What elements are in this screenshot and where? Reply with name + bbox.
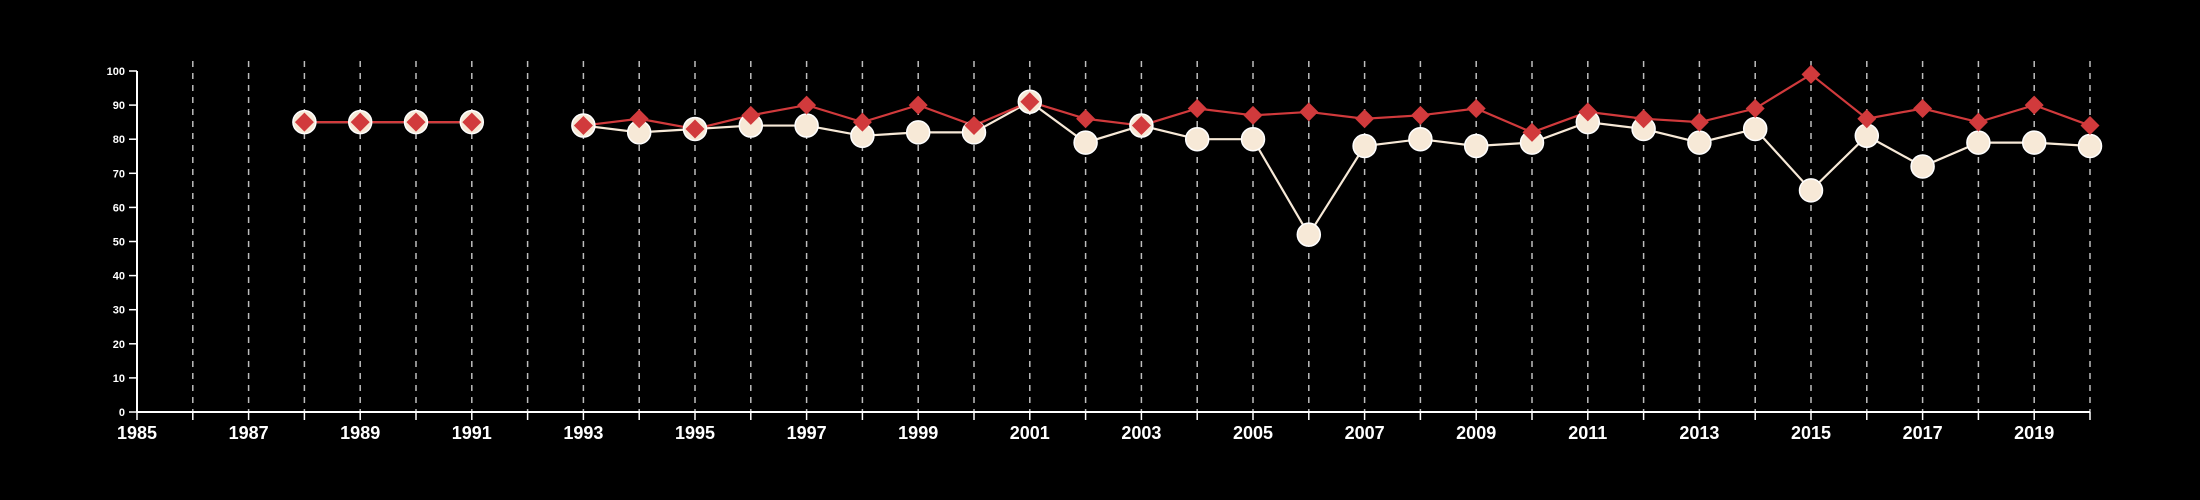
x-tick-label-1995: 1995 (675, 423, 715, 443)
series-diamond-markers (294, 64, 2100, 142)
point-circle-2015 (1798, 178, 1824, 203)
point-circle-1999 (905, 120, 931, 145)
y-tick-label-20: 20 (113, 339, 125, 351)
point-circle-2019 (2021, 130, 2047, 155)
point-diamond-1988 (294, 112, 314, 132)
y-tick-label-100: 100 (107, 66, 125, 78)
x-tick-label-2015: 2015 (1791, 423, 1831, 443)
point-diamond-2000 (964, 116, 984, 136)
series-diamond-line-1 (583, 73, 2091, 134)
x-axis-ticks: 1985 1987 1989 1991 1993 1995 1997 1999 2001 2003… (117, 412, 2091, 443)
x-tick-label-1989: 1989 (340, 423, 380, 443)
point-circle-2008 (1408, 126, 1433, 152)
series-circle-line-1 (583, 100, 2091, 237)
y-tick-label-90: 90 (113, 100, 125, 112)
point-circle-2005 (1240, 126, 1266, 152)
point-diamond-2017 (1913, 99, 1933, 119)
point-circle-2013 (1687, 130, 1712, 155)
x-tick-label-2001: 2001 (1010, 423, 1050, 443)
point-circle-2018 (1966, 130, 1991, 155)
point-diamond-2018 (1968, 112, 1988, 132)
x-tick-label-2011: 2011 (1568, 423, 1607, 443)
x-tick-label-1985: 1985 (117, 423, 157, 443)
y-tick-label-0: 0 (119, 407, 125, 419)
x-tick-label-1999: 1999 (898, 423, 938, 443)
point-diamond-2019 (2024, 95, 2044, 115)
y-tick-label-60: 60 (113, 202, 125, 214)
point-diamond-1989 (350, 112, 370, 132)
point-diamond-2004 (1187, 99, 1207, 119)
y-tick-label-10: 10 (113, 373, 125, 385)
y-tick-label-70: 70 (113, 168, 125, 180)
series-circle-markers (292, 89, 2103, 247)
point-diamond-1998 (852, 112, 872, 132)
x-tick-label-1997: 1997 (787, 423, 827, 443)
point-diamond-2012 (1634, 109, 1654, 129)
point-diamond-2001 (1020, 92, 1040, 112)
y-tick-label-40: 40 (113, 271, 125, 283)
x-tick-label-2017: 2017 (1903, 423, 1943, 443)
point-diamond-2009 (1466, 99, 1486, 119)
series-diamond (304, 73, 2091, 134)
x-tick-label-2003: 2003 (1121, 423, 1161, 443)
point-diamond-2014 (1745, 99, 1765, 119)
point-diamond-2015 (1801, 64, 1821, 84)
point-circle-2006 (1296, 222, 1322, 247)
y-axis-ticks: 0 10 20 30 40 50 60 70 80 90 100 (107, 66, 137, 419)
point-circle-2020 (2077, 133, 2103, 159)
x-tick-label-2013: 2013 (1679, 423, 1719, 443)
point-diamond-1999 (908, 95, 928, 115)
point-circle-2004 (1184, 126, 1210, 152)
point-diamond-1993 (573, 116, 593, 136)
point-circle-2002 (1073, 130, 1098, 155)
point-diamond-1997 (797, 95, 817, 115)
point-diamond-2013 (1689, 112, 1709, 132)
x-tick-label-1991: 1991 (452, 423, 492, 443)
x-tick-label-2009: 2009 (1456, 423, 1496, 443)
point-diamond-1991 (462, 112, 482, 132)
point-diamond-1996 (741, 105, 761, 125)
point-diamond-2007 (1355, 109, 1375, 129)
point-diamond-2003 (1131, 116, 1151, 136)
y-tick-label-50: 50 (113, 237, 125, 249)
point-diamond-1990 (406, 112, 426, 132)
point-diamond-1995 (685, 119, 705, 139)
point-diamond-2016 (1857, 109, 1877, 129)
point-circle-1997 (794, 113, 819, 138)
point-circle-2007 (1352, 133, 1377, 159)
point-diamond-2005 (1243, 105, 1263, 125)
point-diamond-2020 (2080, 116, 2100, 136)
gridlines (192, 61, 2091, 412)
x-tick-label-1987: 1987 (229, 423, 269, 443)
point-circle-2009 (1463, 133, 1489, 159)
x-tick-label-2007: 2007 (1345, 423, 1385, 443)
point-diamond-1994 (629, 109, 649, 129)
y-tick-label-80: 80 (113, 134, 125, 146)
series-group (292, 64, 2103, 247)
y-tick-label-30: 30 (113, 305, 125, 317)
point-diamond-2006 (1299, 102, 1319, 122)
point-diamond-2008 (1410, 105, 1430, 125)
x-tick-label-2019: 2019 (2014, 423, 2054, 443)
x-tick-label-1993: 1993 (563, 423, 603, 443)
point-diamond-2011 (1578, 102, 1598, 122)
point-circle-2017 (1910, 154, 1935, 179)
point-diamond-2010 (1522, 122, 1542, 142)
point-diamond-2002 (1076, 109, 1096, 129)
point-circle-2014 (1742, 116, 1768, 142)
x-tick-label-2005: 2005 (1233, 423, 1273, 443)
